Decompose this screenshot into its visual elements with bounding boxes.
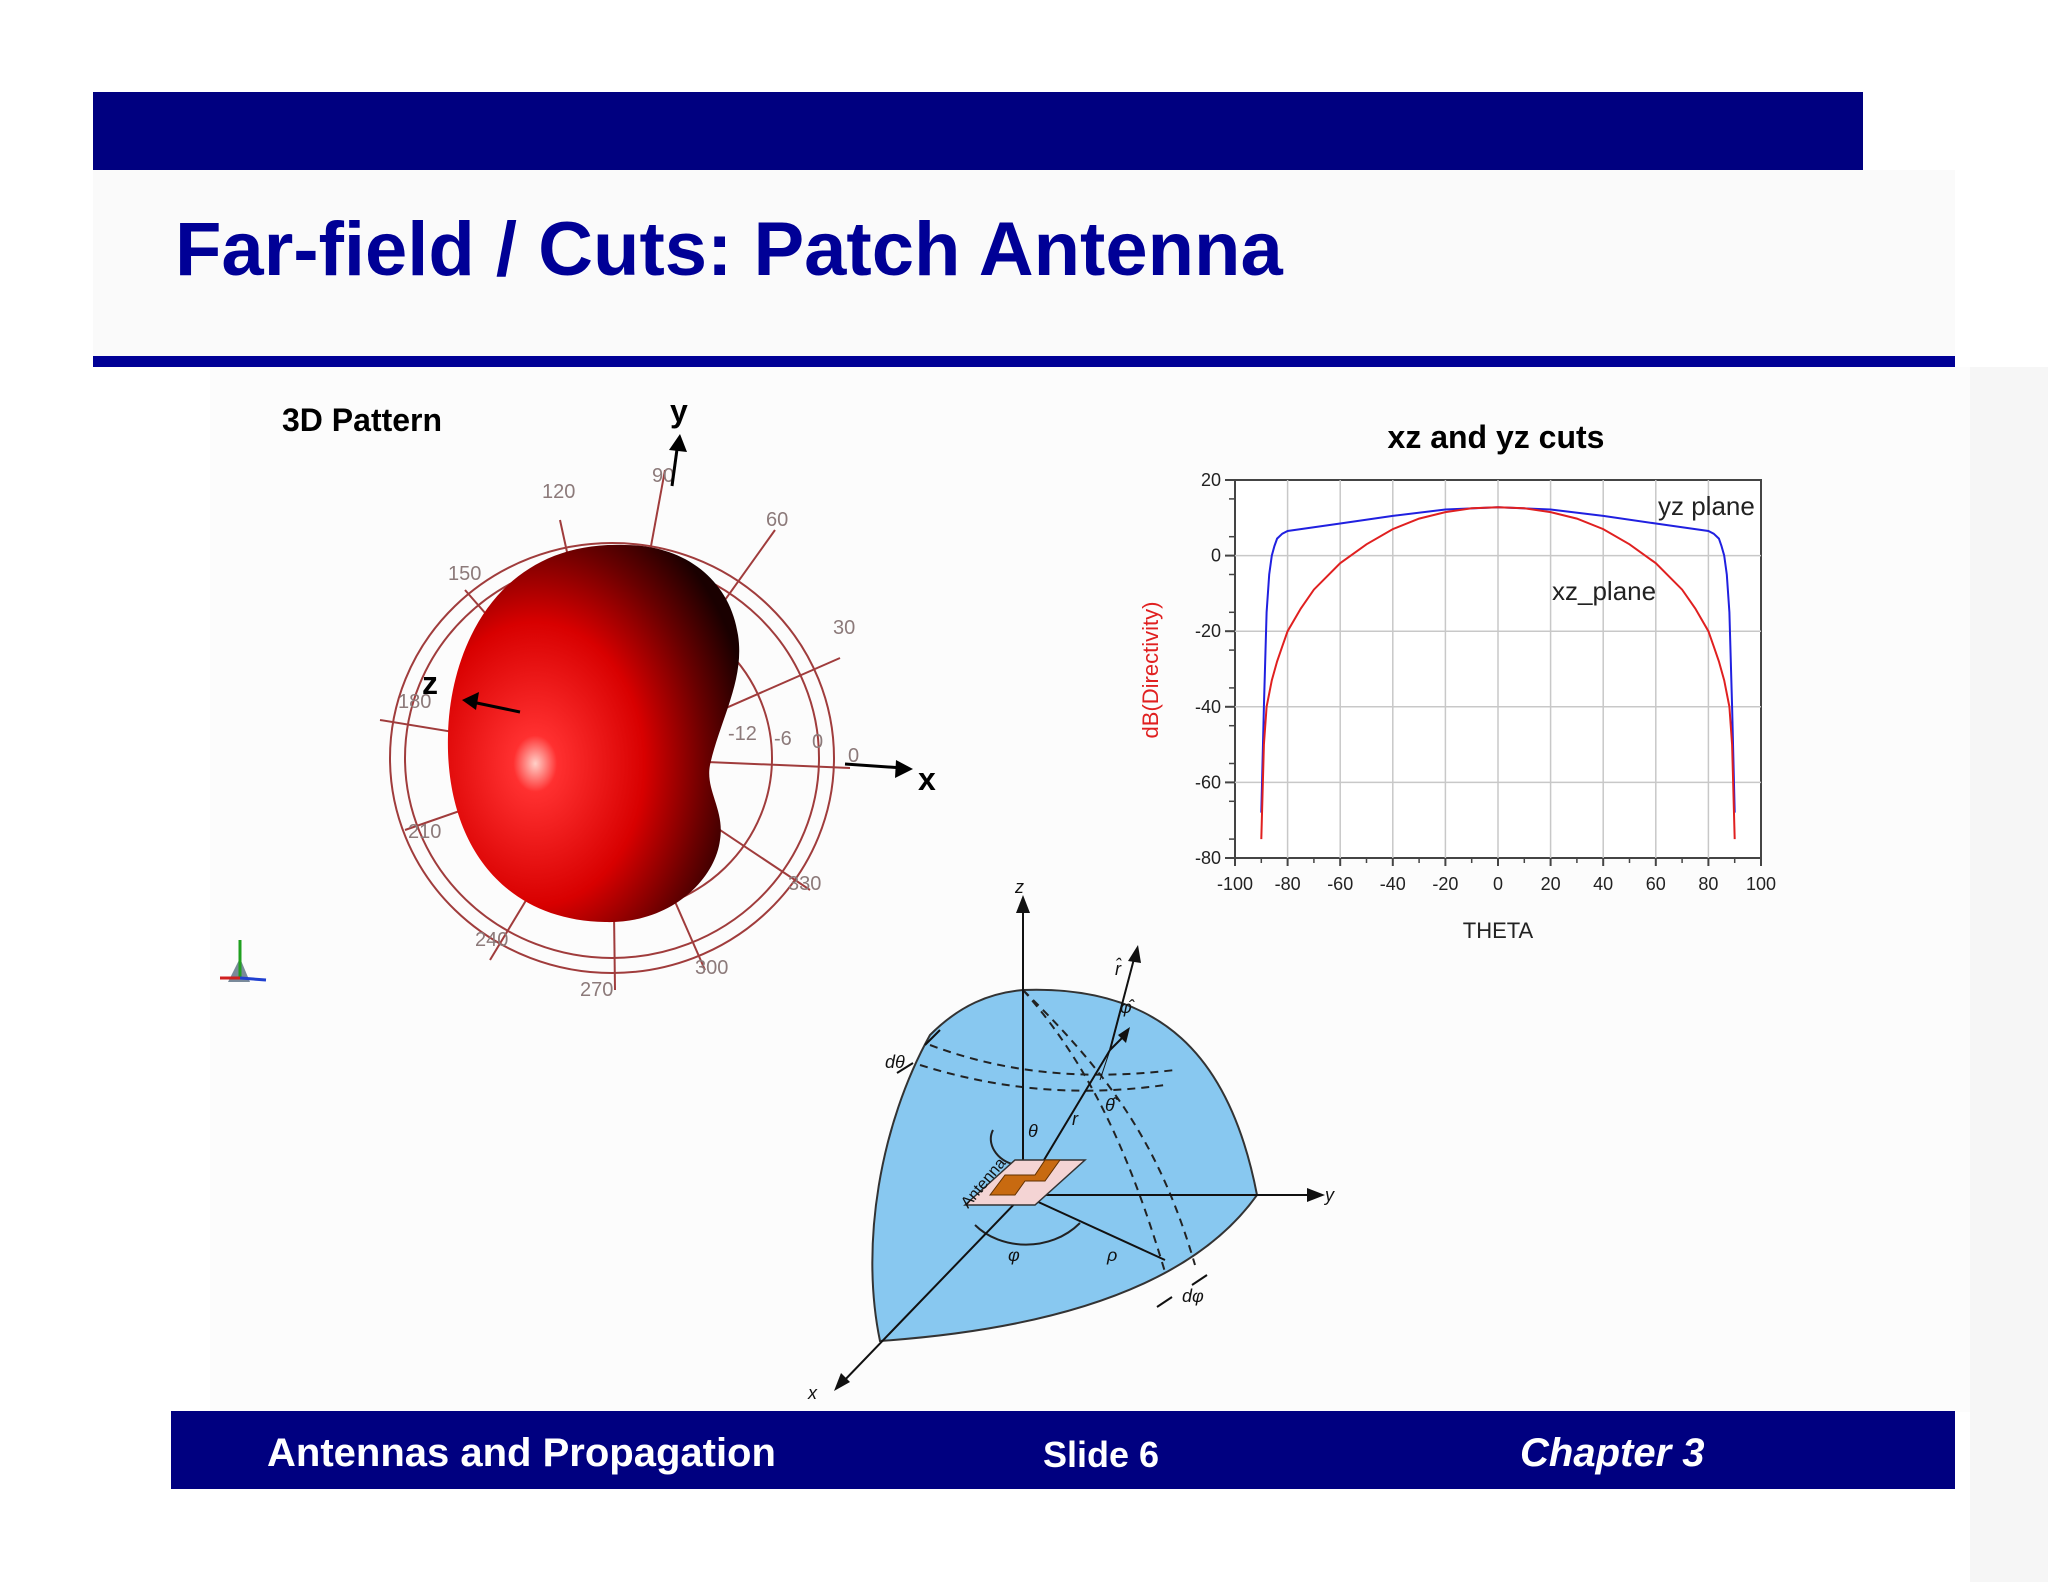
orientation-triad-icon xyxy=(220,940,267,982)
spherical-diagram: z y x φ̂ r̂ θ̂ dθ dφ θ r φ ρ Antenna xyxy=(807,877,1335,1403)
svg-text:210: 210 xyxy=(408,821,441,843)
pattern3d-label: 3D Pattern xyxy=(282,402,443,438)
y-tick-label: -20 xyxy=(1195,621,1221,641)
footer-chapter: Chapter 3 xyxy=(1520,1431,1705,1475)
tick-layer: -100 -80 -60 -40 -20 0 20 40 60 80 100 20 0 -20 -40 -60… xyxy=(1195,470,1776,894)
x-axis-label: x xyxy=(918,761,936,797)
footer-slide-number: Slide 6 xyxy=(1043,1434,1160,1475)
diagram-y-label: y xyxy=(1323,1185,1335,1205)
y-tick-label: 20 xyxy=(1201,470,1221,490)
title-rule xyxy=(93,356,1955,367)
series-label-yz: yz plane xyxy=(1658,491,1755,521)
d-phi-label: dφ xyxy=(1182,1286,1204,1306)
svg-text:180: 180 xyxy=(398,691,431,713)
theta-label: θ xyxy=(1028,1121,1038,1141)
svg-text:270: 270 xyxy=(580,979,613,1001)
y-axis-label: y xyxy=(670,393,688,429)
svg-text:150: 150 xyxy=(448,563,481,585)
x-tick-label: 0 xyxy=(1493,874,1503,894)
y-tick-label: 0 xyxy=(1211,546,1221,566)
svg-text:0: 0 xyxy=(812,731,823,753)
diagram-x-label: x xyxy=(807,1383,818,1403)
right-edge-shade xyxy=(1970,367,2048,1582)
rho-label: ρ xyxy=(1106,1245,1117,1265)
x-tick-label: 100 xyxy=(1746,874,1776,894)
phi-hat-label: φ̂ xyxy=(1120,997,1135,1017)
x-tick-label: -80 xyxy=(1275,874,1301,894)
polar-angle-labels: 90 60 30 0 330 300 270 240 210 180 150 1… xyxy=(398,465,859,1001)
slide-title: Far-field / Cuts: Patch Antenna xyxy=(175,207,1283,292)
svg-text:120: 120 xyxy=(542,481,575,503)
patch-antenna xyxy=(963,1159,1087,1206)
svg-text:330: 330 xyxy=(788,873,821,895)
diagram-axes xyxy=(834,895,1325,1391)
svg-text:0: 0 xyxy=(848,745,859,767)
y-axis-title: dB(Directivity) xyxy=(1138,602,1163,739)
svg-text:300: 300 xyxy=(695,957,728,979)
theta-hat-label: θ̂ xyxy=(1105,1095,1118,1115)
pattern3d-figure: 90 60 30 0 330 300 270 240 210 180 150 1… xyxy=(220,393,936,1001)
series-line-xz-plane xyxy=(1260,506,1736,840)
footer-band xyxy=(171,1411,1955,1489)
x-tick-label: 60 xyxy=(1646,874,1666,894)
d-theta-label: dθ xyxy=(885,1052,905,1072)
cuts-chart: xz and yz cuts -100 -80 -60 -40 -20 0 20 40 60 80… xyxy=(1138,419,1776,943)
z-axis-arrow xyxy=(471,700,521,714)
x-tick-label: -40 xyxy=(1380,874,1406,894)
x-tick-label: -20 xyxy=(1432,874,1458,894)
y-tick-label: -60 xyxy=(1195,772,1221,792)
r-hat-label: r̂ xyxy=(1115,958,1122,979)
pattern3d-axes xyxy=(462,434,913,778)
svg-text:-12: -12 xyxy=(728,723,757,745)
phi-label: φ xyxy=(1008,1245,1020,1265)
y-tick-label: -40 xyxy=(1195,697,1221,717)
r-label: r xyxy=(1072,1109,1079,1129)
chart-title: xz and yz cuts xyxy=(1388,419,1605,455)
svg-text:30: 30 xyxy=(833,617,855,639)
grid-layer xyxy=(1235,480,1761,858)
svg-text:90: 90 xyxy=(652,465,674,487)
series-label-xz: xz_plane xyxy=(1552,576,1656,606)
x-tick-label: 20 xyxy=(1541,874,1561,894)
title-background xyxy=(93,170,1955,356)
diagram-z-label: z xyxy=(1014,877,1024,897)
x-tick-label: -100 xyxy=(1217,874,1253,894)
series-layer xyxy=(1260,506,1736,840)
radiation-pattern-blob xyxy=(447,544,740,923)
x-tick-label: 80 xyxy=(1698,874,1718,894)
svg-text:240: 240 xyxy=(475,929,508,951)
x-tick-label: 40 xyxy=(1593,874,1613,894)
x-tick-label: -60 xyxy=(1327,874,1353,894)
footer-course-title: Antennas and Propagation xyxy=(267,1431,776,1475)
y-tick-label: -80 xyxy=(1195,848,1221,868)
x-axis-arrow xyxy=(844,762,904,770)
z-axis-label: z xyxy=(422,665,438,701)
svg-text:-6: -6 xyxy=(774,728,792,750)
x-axis-title: THETA xyxy=(1463,918,1534,943)
differential-markers xyxy=(896,1029,1208,1308)
svg-text:60: 60 xyxy=(766,509,788,531)
top-band xyxy=(93,92,1863,170)
